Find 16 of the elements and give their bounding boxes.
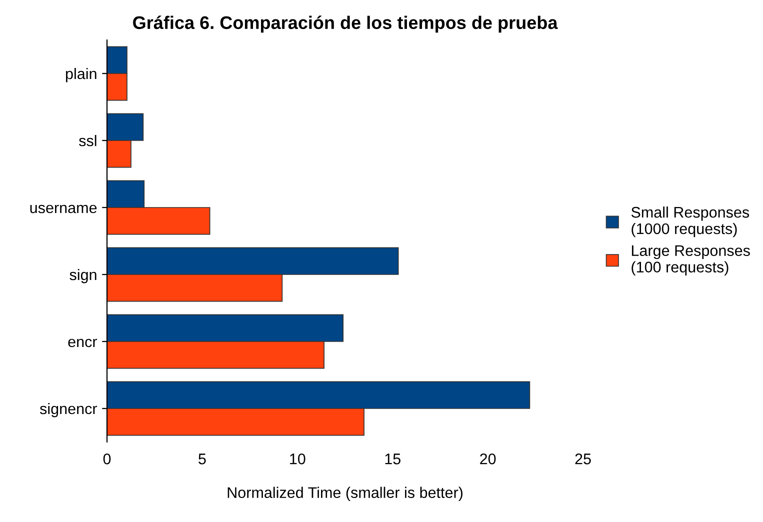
x-tick-label: 25	[575, 454, 591, 464]
legend-label: Large Responses (100 requests)	[632, 245, 750, 276]
y-tick-label: username	[30, 204, 97, 214]
chart-title: Gráfica 6. Comparación de los tiempos de prueba	[133, 16, 558, 33]
x-tick-label: 20	[480, 454, 496, 464]
y-tick-label: sign	[70, 268, 96, 284]
y-tick-label: ssl	[79, 134, 96, 146]
y-tick-label: encr	[68, 338, 98, 348]
x-axis-title: Normalized Time (smaller is better)	[228, 486, 462, 502]
x-tick-label: 10	[290, 454, 306, 464]
y-tick-label: plain	[66, 68, 96, 82]
x-tick-label: 0	[103, 454, 111, 464]
y-tick-label: signencr	[40, 402, 98, 418]
x-tick-label: 5	[198, 454, 206, 464]
legend-label: Small Responses (1000 requests)	[631, 206, 750, 238]
x-tick-label: 15	[385, 454, 400, 464]
